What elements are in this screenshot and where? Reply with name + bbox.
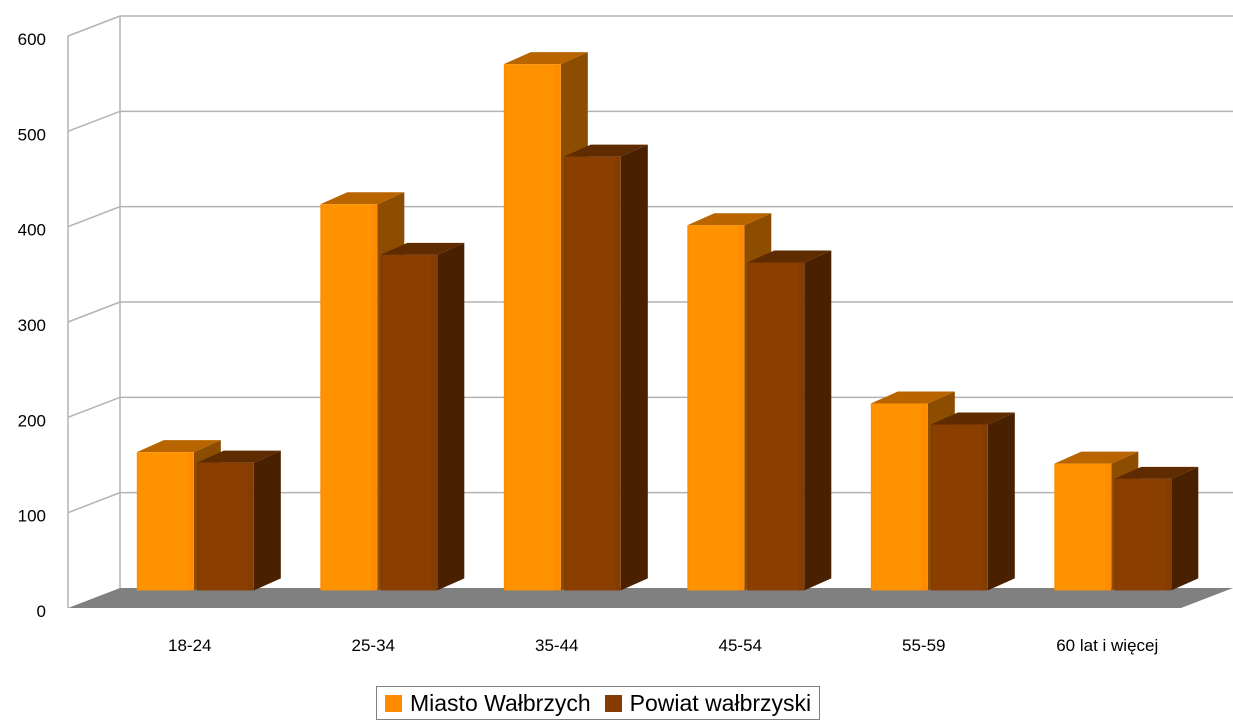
bar-front xyxy=(503,64,561,591)
gridline xyxy=(67,110,1233,133)
bar-highlight xyxy=(138,452,188,591)
bar-highlight xyxy=(1056,463,1106,591)
bar-front xyxy=(196,462,254,591)
legend-label-series-2: Powiat wałbrzyski xyxy=(629,689,812,716)
y-tick-label: 100 xyxy=(18,507,46,526)
x-tick-label: 18-24 xyxy=(168,636,211,655)
bar-highlight xyxy=(1116,478,1166,591)
x-tick-label: 55-59 xyxy=(902,636,945,655)
bar-front xyxy=(870,403,928,591)
legend-swatch-series-1 xyxy=(385,694,402,712)
bar-2-18-24 xyxy=(196,450,281,591)
y-tick-label: 0 xyxy=(37,602,46,621)
gridlines xyxy=(67,15,1233,514)
bar-front xyxy=(930,424,988,591)
chart-floor xyxy=(68,588,1233,608)
gridline xyxy=(67,396,1233,419)
bar-front xyxy=(687,225,745,591)
gridline xyxy=(67,205,1233,228)
bar-2-55-59 xyxy=(930,412,1015,591)
bar-2-25-34 xyxy=(380,242,465,591)
legend: Miasto Wałbrzych Powiat wałbrzyski xyxy=(376,686,821,720)
y-tick-label: 400 xyxy=(18,221,46,240)
bar-top xyxy=(687,213,772,226)
bars xyxy=(136,52,1199,591)
bar-highlight xyxy=(872,403,922,591)
bar-highlight xyxy=(198,462,248,591)
x-axis-ticks: 18-24 25-34 35-44 45-54 55-59 60 lat i więcej xyxy=(168,636,1158,655)
gridline xyxy=(67,301,1233,323)
bar-highlight xyxy=(505,64,555,591)
bar-side xyxy=(1171,466,1199,591)
y-tick-label: 500 xyxy=(18,125,46,144)
x-tick-label: 35-44 xyxy=(535,636,578,655)
y-tick-label: 300 xyxy=(18,316,46,335)
bar-front xyxy=(320,204,378,591)
gridline xyxy=(67,15,1233,37)
bar-highlight xyxy=(932,424,982,591)
bar-top xyxy=(196,450,281,463)
bar-side xyxy=(987,412,1015,591)
bar-front xyxy=(747,262,805,591)
floor-plane xyxy=(68,588,1233,608)
bar-highlight xyxy=(382,254,432,591)
legend-swatch-series-2 xyxy=(604,694,622,712)
bar-2-35-44 xyxy=(563,144,648,591)
x-tick-label: 45-54 xyxy=(719,636,762,655)
bar-top xyxy=(930,412,1015,425)
legend-item-series-1: Miasto Wałbrzych xyxy=(385,690,591,717)
bar-top xyxy=(1114,466,1199,479)
bar-top xyxy=(380,242,465,255)
bar-side xyxy=(620,144,648,591)
bar-highlight xyxy=(749,262,799,591)
bar-highlight xyxy=(322,204,372,591)
x-tick-label: 25-34 xyxy=(352,636,395,655)
bar-top xyxy=(320,192,405,205)
bar-side xyxy=(437,242,465,591)
y-axis-ticks: 0 100 200 300 400 500 600 xyxy=(18,30,46,621)
bar-side xyxy=(253,450,281,591)
bar-front xyxy=(1114,478,1172,591)
gridline xyxy=(67,491,1233,514)
legend-label-series-1: Miasto Wałbrzych xyxy=(410,689,591,716)
bar-top xyxy=(747,250,832,263)
bar-side xyxy=(804,250,832,591)
bar-highlight xyxy=(565,156,615,591)
y-tick-label: 200 xyxy=(18,411,46,430)
bar-top xyxy=(136,440,221,453)
bar-front xyxy=(136,452,194,591)
y-tick-label: 600 xyxy=(18,30,46,49)
bar-front xyxy=(1054,463,1112,591)
x-tick-label: 60 lat i więcej xyxy=(1056,636,1158,655)
bar-top xyxy=(1054,451,1139,464)
bar-top xyxy=(503,52,588,65)
legend-item-series-2: Powiat wałbrzyski xyxy=(604,689,812,717)
bar-2-60 lat i więcej xyxy=(1114,466,1199,591)
bar-top xyxy=(870,391,955,404)
bar-front xyxy=(563,156,621,591)
bar-front xyxy=(380,254,438,591)
bar-top xyxy=(563,144,648,157)
bar-2-45-54 xyxy=(747,250,832,591)
bar-highlight xyxy=(689,225,739,591)
